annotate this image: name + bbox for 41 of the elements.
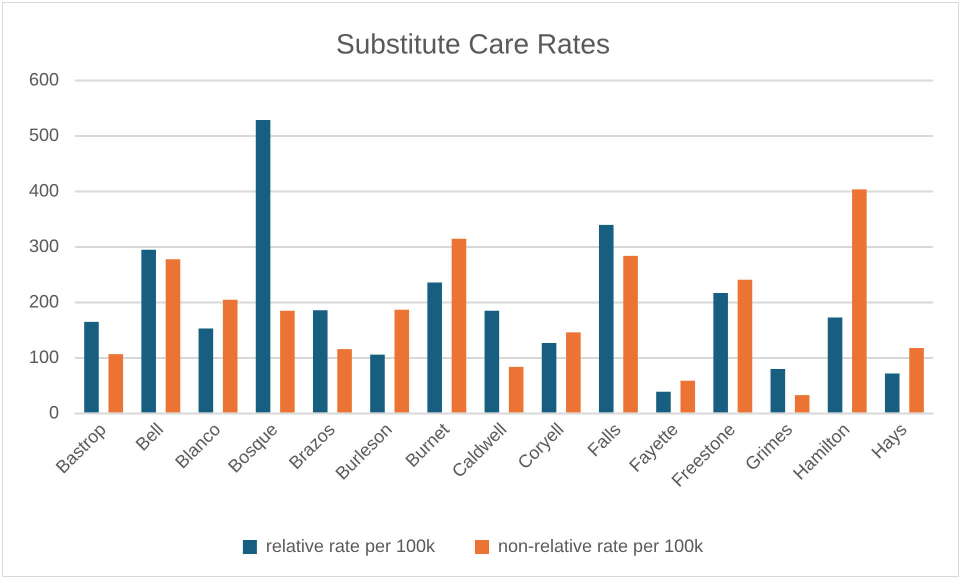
bar	[370, 354, 385, 412]
bar	[566, 332, 581, 412]
y-tick-label: 200	[28, 291, 60, 312]
y-tick-label: 300	[28, 236, 60, 256]
y-tick-label: 500	[28, 125, 60, 146]
y-tick-label: 0	[49, 402, 60, 422]
bar	[656, 392, 671, 412]
bar	[280, 310, 295, 412]
y-tick-label: 100	[28, 346, 60, 367]
bar	[166, 259, 180, 412]
legend-label: relative rate per 100k	[266, 536, 436, 556]
y-tick-label: 600	[28, 70, 60, 90]
bar	[598, 224, 614, 412]
bar	[337, 349, 352, 412]
bar	[542, 342, 556, 412]
bar	[680, 380, 696, 412]
bar	[452, 238, 466, 412]
bar	[108, 354, 124, 412]
x-tick-label: Bell	[132, 419, 168, 455]
bar	[198, 328, 214, 412]
chart-title: Substitute Care Rates	[336, 28, 610, 60]
bar	[508, 366, 524, 412]
bar	[484, 310, 500, 412]
bar	[141, 250, 156, 412]
bar	[828, 317, 842, 412]
bar	[623, 256, 638, 412]
bar	[222, 300, 238, 412]
bar	[738, 280, 752, 412]
bar	[884, 373, 900, 412]
bar	[427, 282, 442, 412]
bar	[794, 395, 810, 412]
bar	[852, 189, 867, 412]
bar	[84, 322, 99, 412]
bar	[312, 310, 328, 412]
bar	[713, 293, 728, 412]
bar	[394, 310, 410, 412]
y-tick-label: 400	[28, 180, 60, 201]
bar	[256, 120, 270, 412]
bar	[770, 369, 786, 412]
legend-label: non-relative rate per 100k	[498, 536, 704, 556]
bar	[909, 348, 924, 412]
